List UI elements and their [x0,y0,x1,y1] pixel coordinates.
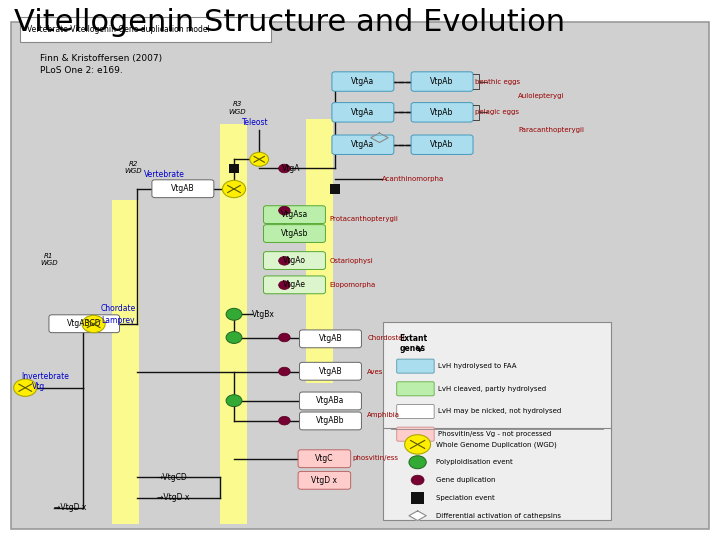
FancyBboxPatch shape [397,427,434,441]
FancyBboxPatch shape [300,392,361,410]
Text: VtgAsb: VtgAsb [281,229,308,238]
Text: Acanthinomorpha: Acanthinomorpha [382,176,444,183]
Circle shape [226,332,242,343]
Text: Protacanthopterygii: Protacanthopterygii [330,215,399,222]
Text: Ostariophysi: Ostariophysi [330,258,374,264]
Text: R3
WGD: R3 WGD [229,102,246,114]
Circle shape [279,416,290,425]
Circle shape [411,475,424,485]
Bar [229,164,239,173]
Text: VtgABb: VtgABb [316,416,345,426]
Text: R2
WGD: R2 WGD [125,161,142,174]
Circle shape [279,164,290,173]
Text: pelagic eggs: pelagic eggs [475,109,519,116]
FancyBboxPatch shape [298,450,351,468]
Circle shape [226,395,242,407]
FancyBboxPatch shape [300,362,361,380]
Circle shape [279,367,290,376]
Text: VtgAB: VtgAB [319,367,342,376]
FancyBboxPatch shape [264,252,325,269]
Text: VtgAa: VtgAa [351,108,374,117]
FancyBboxPatch shape [112,200,139,524]
Text: VtgAB: VtgAB [319,334,342,343]
Bar [330,184,340,194]
Text: Teleost: Teleost [242,118,269,127]
Circle shape [250,152,269,166]
Circle shape [82,315,105,333]
Text: Invertebrate: Invertebrate [22,372,69,381]
FancyBboxPatch shape [397,404,434,418]
Text: VtgD x: VtgD x [311,476,338,485]
Text: Elopomorpha: Elopomorpha [330,281,376,288]
FancyBboxPatch shape [20,17,271,42]
FancyBboxPatch shape [11,22,709,529]
Text: VtgAa: VtgAa [351,140,374,149]
Circle shape [279,256,290,265]
Text: VtpAb: VtpAb [431,140,454,149]
FancyBboxPatch shape [383,428,611,520]
Text: Finn & Kristoffersen (2007)
PLoS One 2: e169.: Finn & Kristoffersen (2007) PLoS One 2: … [40,54,162,75]
Text: LvH cleaved, partly hydrolysed: LvH cleaved, partly hydrolysed [438,386,546,392]
Text: Amphibia: Amphibia [367,411,400,418]
FancyBboxPatch shape [332,103,394,122]
Text: Polyploidisation event: Polyploidisation event [436,459,513,465]
FancyBboxPatch shape [264,206,325,224]
Polygon shape [371,133,388,143]
Text: Vtg: Vtg [32,382,45,390]
Text: Phosvitin/ess Vg - not processed: Phosvitin/ess Vg - not processed [438,431,552,437]
Text: phosvitin/ess: phosvitin/ess [353,455,399,461]
Text: Gene duplication: Gene duplication [436,477,495,483]
FancyBboxPatch shape [298,471,351,489]
Polygon shape [409,511,426,521]
FancyBboxPatch shape [264,276,325,294]
Text: Differential activation of cathepsins: Differential activation of cathepsins [436,512,561,519]
Text: VtgABa: VtgABa [316,396,345,406]
Text: VtgAsa: VtgAsa [281,210,308,219]
Text: Extant
genes: Extant genes [400,334,428,353]
Text: Chordostei: Chordostei [367,335,405,341]
FancyBboxPatch shape [397,382,434,396]
Text: Speciation event: Speciation event [436,495,495,501]
Text: Vertebrate Vitellogenin Gene duplication model: Vertebrate Vitellogenin Gene duplication… [27,25,210,33]
Circle shape [405,435,431,454]
Circle shape [279,281,290,289]
Text: Whole Genome Duplication (WGD): Whole Genome Duplication (WGD) [436,441,557,448]
Text: VtpAb: VtpAb [431,108,454,117]
FancyBboxPatch shape [49,315,120,333]
Text: Lamprey: Lamprey [101,316,135,325]
Text: LvH may be nicked, not hydrolysed: LvH may be nicked, not hydrolysed [438,408,562,415]
Text: LvH hydrolysed to FAA: LvH hydrolysed to FAA [438,363,517,369]
Circle shape [279,206,290,215]
Circle shape [222,180,246,198]
FancyBboxPatch shape [300,330,361,348]
Text: VtpAb: VtpAb [431,77,454,86]
Text: Chordate: Chordate [101,305,136,313]
Text: VtgABCD: VtgABCD [67,319,102,328]
Text: VtgC: VtgC [315,454,333,463]
Text: VtgAo: VtgAo [283,256,306,265]
Text: Aulolepterygi: Aulolepterygi [518,93,565,99]
FancyBboxPatch shape [264,225,325,242]
Text: →VtgD x: →VtgD x [54,503,86,512]
FancyBboxPatch shape [411,135,473,154]
Text: Paracanthopterygii: Paracanthopterygii [518,126,585,133]
Circle shape [409,456,426,469]
FancyBboxPatch shape [411,72,473,91]
FancyBboxPatch shape [332,72,394,91]
Circle shape [14,379,37,396]
Text: VtgA: VtgA [282,164,301,173]
Text: →VtgCD: →VtgCD [157,473,188,482]
Circle shape [279,333,290,342]
Text: Aves: Aves [367,368,384,375]
FancyBboxPatch shape [383,322,611,431]
FancyBboxPatch shape [152,180,214,198]
Text: VtgAB: VtgAB [171,184,194,193]
Text: VtgAe: VtgAe [283,280,306,289]
FancyBboxPatch shape [332,135,394,154]
Text: Vitellogenin Structure and Evolution: Vitellogenin Structure and Evolution [14,8,565,37]
Circle shape [226,308,242,320]
FancyBboxPatch shape [300,412,361,430]
Text: benthic eggs: benthic eggs [475,78,521,85]
Bar [411,491,424,504]
FancyBboxPatch shape [220,124,247,524]
